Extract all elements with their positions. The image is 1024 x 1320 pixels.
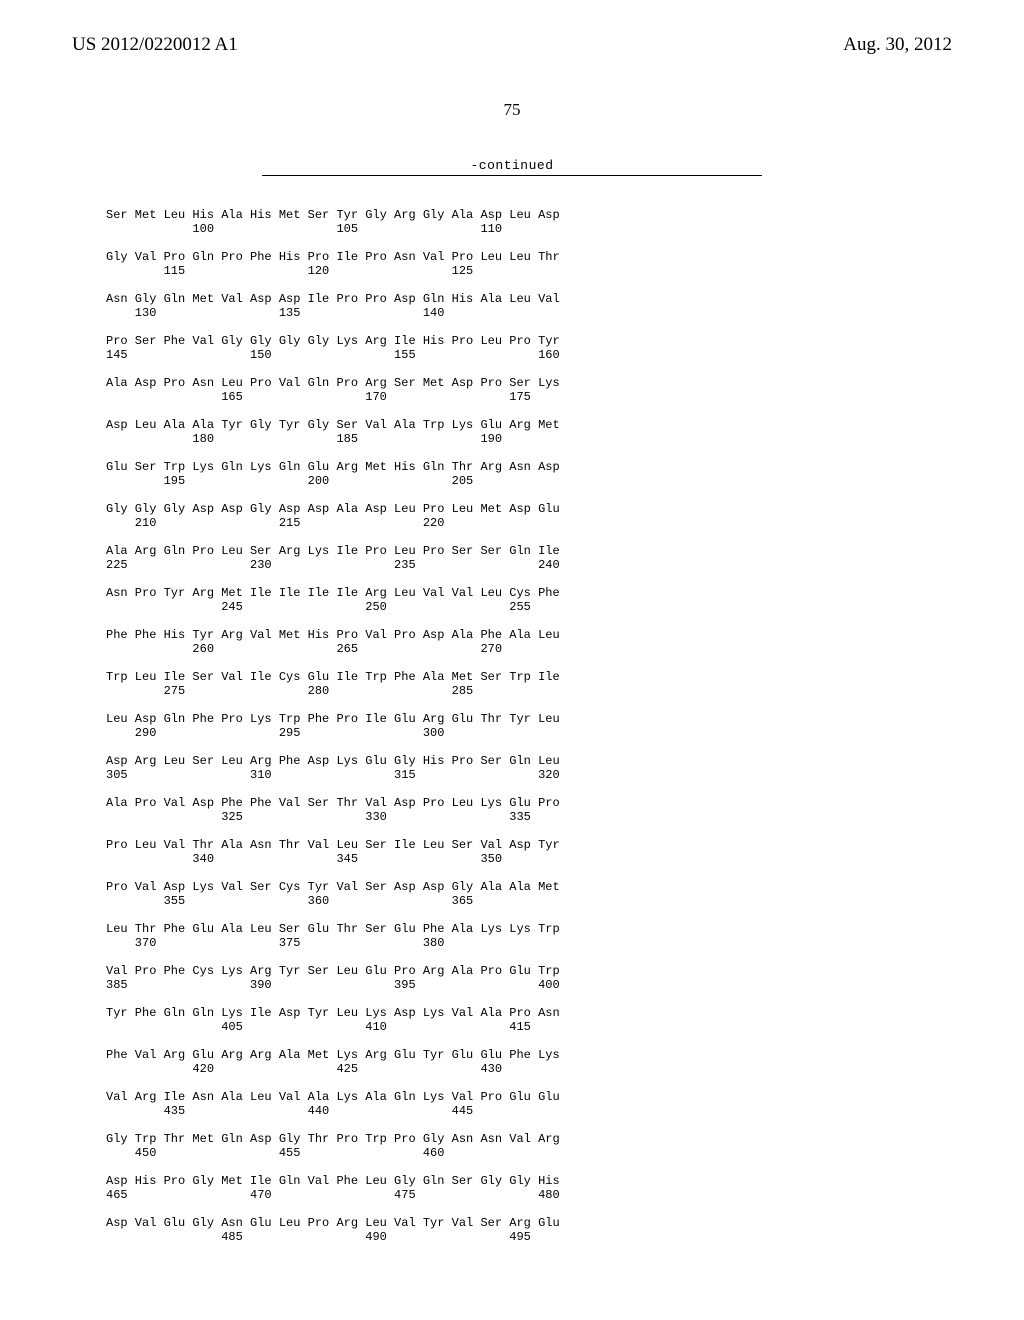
sequence-listing: Ser Met Leu His Ala His Met Ser Tyr Gly … [106,208,560,1244]
continued-block: -continued [262,158,762,176]
page-number: 75 [0,100,1024,120]
divider-line [262,175,762,176]
page: US 2012/0220012 A1 Aug. 30, 2012 75 -con… [0,0,1024,1320]
sequence-container: Ser Met Leu His Ala His Met Ser Tyr Gly … [106,196,560,1256]
publication-number: US 2012/0220012 A1 [72,34,238,56]
continued-label: -continued [262,158,762,173]
publication-date: Aug. 30, 2012 [843,34,952,56]
